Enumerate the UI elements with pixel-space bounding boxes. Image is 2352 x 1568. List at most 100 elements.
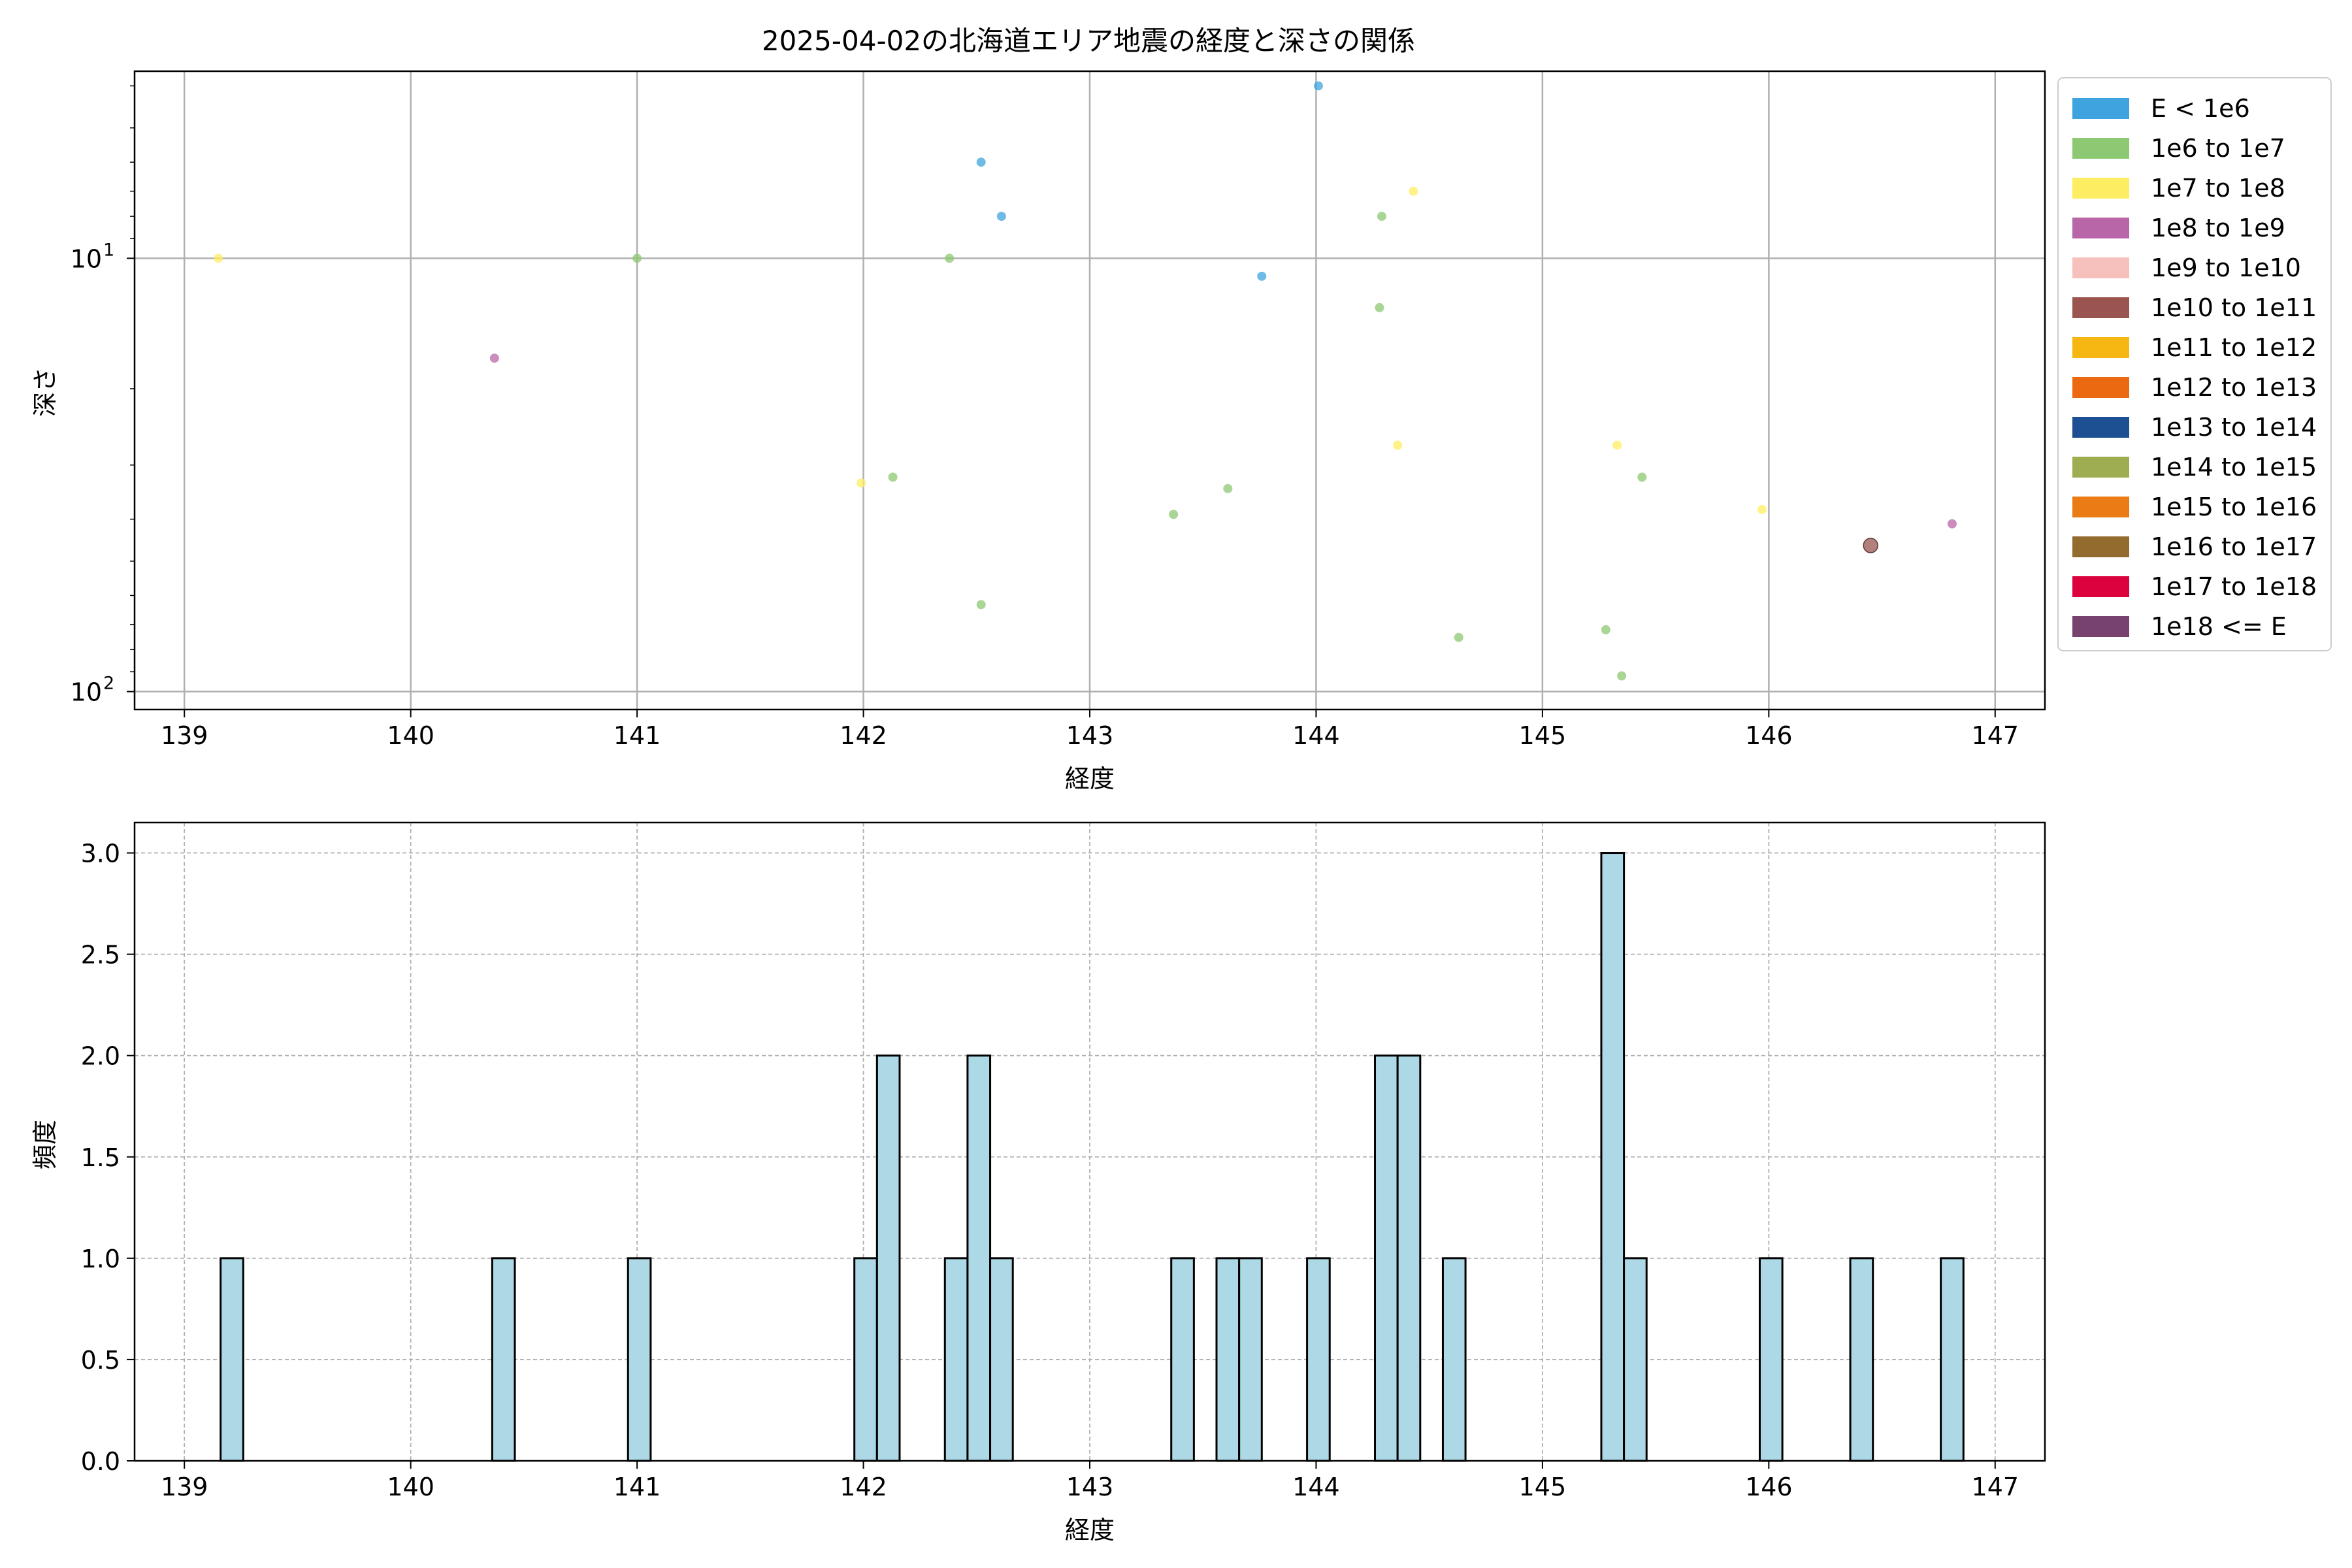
legend-label: 1e9 to 1e10 xyxy=(2151,253,2301,282)
scatter-point xyxy=(1313,81,1323,91)
scatter-y-tick-exponent: 2 xyxy=(103,674,114,694)
legend-label: 1e8 to 1e9 xyxy=(2151,214,2285,242)
histogram-bar xyxy=(1170,1257,1195,1462)
histogram-y-tick-label: 2.5 xyxy=(81,941,120,970)
histogram-x-tick-label: 145 xyxy=(1519,1473,1567,1501)
histogram-bar xyxy=(1758,1257,1784,1462)
histogram-bar xyxy=(1396,1054,1422,1462)
histogram-bar xyxy=(853,1257,878,1462)
scatter-x-tick-label: 140 xyxy=(387,721,434,750)
legend-swatch xyxy=(2072,297,2129,318)
histogram-y-tick-label: 0.0 xyxy=(81,1447,120,1476)
scatter-point xyxy=(1863,538,1878,553)
scatter-point xyxy=(489,353,499,363)
scatter-y-tick-exponent: 1 xyxy=(103,240,114,260)
legend-swatch xyxy=(2072,138,2129,159)
histogram-bar xyxy=(627,1257,652,1462)
legend-label: 1e13 to 1e14 xyxy=(2151,413,2317,442)
legend-frame xyxy=(2057,77,2332,651)
legend: E < 1e6 1e6 to 1e7 1e7 to 1e8 1e8 to 1e9 1e9… xyxy=(2057,77,2332,651)
scatter-point xyxy=(1169,510,1179,519)
legend-label: 1e18 <= E xyxy=(2151,612,2287,641)
legend-label: 1e6 to 1e7 xyxy=(2151,134,2285,163)
legend-swatch xyxy=(2072,576,2129,597)
legend-swatch xyxy=(2072,218,2129,238)
scatter-point xyxy=(857,478,866,488)
scatter-y-tick-label: 10 2 xyxy=(71,674,115,707)
legend-swatch xyxy=(2072,257,2129,278)
scatter-point xyxy=(1601,625,1610,634)
histogram-bar xyxy=(1600,852,1625,1462)
scatter-y-tick-label: 10 1 xyxy=(71,240,115,273)
histogram-bar xyxy=(1374,1054,1399,1462)
legend-label: 1e7 to 1e8 xyxy=(2151,174,2285,203)
histogram-x-tick-label: 141 xyxy=(613,1473,661,1501)
legend-swatch xyxy=(2072,616,2129,637)
scatter-point xyxy=(976,600,986,610)
legend-label: 1e10 to 1e11 xyxy=(2151,293,2317,322)
histogram-bar xyxy=(1940,1257,1965,1462)
scatter-y-tick-base: 10 xyxy=(71,244,102,273)
histogram-bar xyxy=(1306,1257,1331,1462)
histogram-y-tick-label: 3.0 xyxy=(81,840,120,868)
histogram-y-tick-label: 1.5 xyxy=(81,1143,120,1172)
scatter-x-tick-label: 146 xyxy=(1745,721,1793,750)
histogram-bar xyxy=(1215,1257,1241,1462)
scatter-y-tick-base: 10 xyxy=(71,678,102,707)
scatter-point xyxy=(1223,483,1233,493)
histogram-y-tick-label: 2.0 xyxy=(81,1042,120,1071)
scatter-point xyxy=(1617,671,1627,681)
histogram-bar xyxy=(220,1257,244,1462)
scatter-point xyxy=(996,212,1006,221)
histogram-x-tick-label: 142 xyxy=(840,1473,887,1501)
scatter-point xyxy=(1637,472,1647,482)
histogram-x-axis-label: 経度 xyxy=(1065,1516,1115,1544)
legend-swatch xyxy=(2072,497,2129,517)
histogram-x-tick-label: 144 xyxy=(1292,1473,1340,1501)
histogram-x-tick-label: 140 xyxy=(387,1473,434,1501)
histogram-bar xyxy=(1441,1257,1467,1462)
scatter-point xyxy=(632,253,642,263)
histogram-x-tick-label: 139 xyxy=(161,1473,208,1501)
histogram-bar xyxy=(1238,1257,1263,1462)
histogram-bars xyxy=(220,852,1965,1462)
legend-items: E < 1e6 1e6 to 1e7 1e7 to 1e8 1e8 to 1e9 1e9… xyxy=(2072,94,2317,641)
scatter-point xyxy=(214,253,223,263)
scatter-point xyxy=(1757,504,1767,514)
histogram-bar xyxy=(1849,1257,1874,1462)
scatter-x-tick-label: 144 xyxy=(1292,721,1340,750)
legend-label: E < 1e6 xyxy=(2151,94,2250,123)
scatter-x-tick-label: 145 xyxy=(1519,721,1567,750)
legend-label: 1e15 to 1e16 xyxy=(2151,493,2317,521)
scatter-x-axis-label: 経度 xyxy=(1065,764,1115,793)
scatter-x-tick-label: 139 xyxy=(161,721,208,750)
legend-swatch xyxy=(2072,337,2129,358)
histogram-x-tick-label: 146 xyxy=(1745,1473,1793,1501)
histogram-y-tick-label: 1.0 xyxy=(81,1245,120,1273)
histogram-bar xyxy=(943,1257,969,1462)
legend-label: 1e14 to 1e15 xyxy=(2151,453,2317,482)
legend-label: 1e12 to 1e13 xyxy=(2151,373,2317,402)
histogram-y-axis: 0.0 0.5 1.0 1.5 2.0 2.5 3.0 xyxy=(81,840,135,1476)
scatter-x-axis: 139 140 141 142 143 144 145 146 147 xyxy=(161,710,2019,750)
scatter-grid xyxy=(135,71,2045,710)
scatter-point xyxy=(976,157,986,167)
histogram-bar xyxy=(875,1054,901,1462)
scatter-points xyxy=(214,81,1957,681)
scatter-point xyxy=(1375,302,1384,312)
scatter-x-tick-label: 143 xyxy=(1066,721,1114,750)
scatter-title: 2025-04-02の北海道エリア地震の経度と深さの関係 xyxy=(762,25,1415,57)
legend-swatch xyxy=(2072,377,2129,398)
scatter-x-tick-label: 142 xyxy=(840,721,887,750)
legend-swatch xyxy=(2072,178,2129,199)
legend-swatch xyxy=(2072,457,2129,478)
histogram-bar xyxy=(1623,1257,1648,1462)
scatter-point xyxy=(1393,440,1403,450)
legend-swatch xyxy=(2072,536,2129,557)
scatter-point xyxy=(1409,186,1418,196)
legend-swatch xyxy=(2072,98,2129,119)
histogram-y-axis-label: 頻度 xyxy=(31,1120,59,1169)
legend-label: 1e17 to 1e18 xyxy=(2151,572,2317,601)
